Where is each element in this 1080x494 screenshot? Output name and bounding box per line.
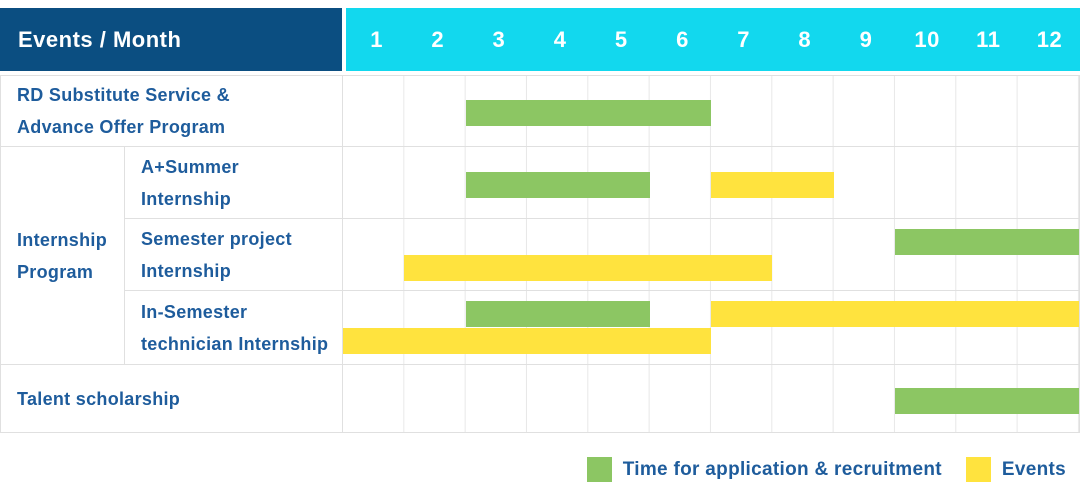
application-bar [465,301,650,328]
row-label-line: Internship [141,260,232,281]
application-bar [465,171,650,198]
row-label-line: Internship [141,188,232,209]
legend-item-application: Time for application & recruitment [586,457,942,482]
month-label: 10 [914,26,940,52]
event-bar [711,301,1079,328]
legend-label-events: Events [1001,458,1066,480]
application-color-swatch [586,457,612,482]
group-label-internship-program: Internship Program [1,147,125,365]
row-label-line: Semester project [141,228,292,249]
application-bar [895,387,1079,414]
row-label: RD Substitute Service & Advance Offer Pro… [1,76,343,147]
table-header-row: Events / Month 1 2 3 4 5 6 7 8 9 10 11 12 [0,8,1080,71]
month-label: 6 [676,26,689,52]
month-label: 1 [370,26,383,52]
month-label: 8 [798,26,812,52]
month-label: 4 [553,26,567,52]
month-label: 5 [614,26,628,52]
row-label-line: In-Semester [141,301,248,322]
application-bar [895,228,1079,255]
schedule-body: RD Substitute Service & Advance Offer Pro… [0,75,1080,433]
legend-item-events: Events [965,457,1066,482]
event-color-swatch [965,457,991,482]
group-label-line: Internship [17,229,108,250]
row-label-line: A+Summer [141,156,239,177]
month-label: 9 [859,26,873,52]
event-bar [343,328,711,355]
event-bar [404,254,773,281]
application-bar [465,100,711,127]
chart-row [343,76,1079,147]
chart-row [343,147,1079,219]
event-bar [711,171,834,198]
month-header-row: 1 2 3 4 5 6 7 8 9 10 11 12 [346,8,1080,71]
row-label: Semester project Internship [125,219,343,291]
month-label: 7 [737,26,750,52]
chart-row [343,219,1079,291]
row-label-line: Advance Offer Program [17,117,226,137]
month-label: 11 [976,26,1001,52]
chart-row [343,365,1079,432]
row-label: A+Summer Internship [125,147,343,219]
table-title: Events / Month [0,8,342,71]
month-label: 3 [492,26,506,52]
month-label: 12 [1036,26,1063,52]
row-label-line: Talent scholarship [17,388,181,409]
row-label: In-Semester technician Internship [125,291,343,365]
chart-row [343,291,1079,365]
group-label-line: Program [17,261,94,282]
row-label-line: RD Substitute Service & [17,85,230,105]
events-month-gantt-page: Events / Month 1 2 3 4 5 6 7 8 9 10 11 12 RD Substi… [0,8,1080,482]
legend-label-application: Time for application & recruitment [622,458,942,480]
legend: Time for application & recruitment Event… [0,457,1080,482]
row-label-line: technician Internship [141,333,329,354]
row-label: Talent scholarship [1,365,343,432]
month-label: 2 [431,26,445,52]
